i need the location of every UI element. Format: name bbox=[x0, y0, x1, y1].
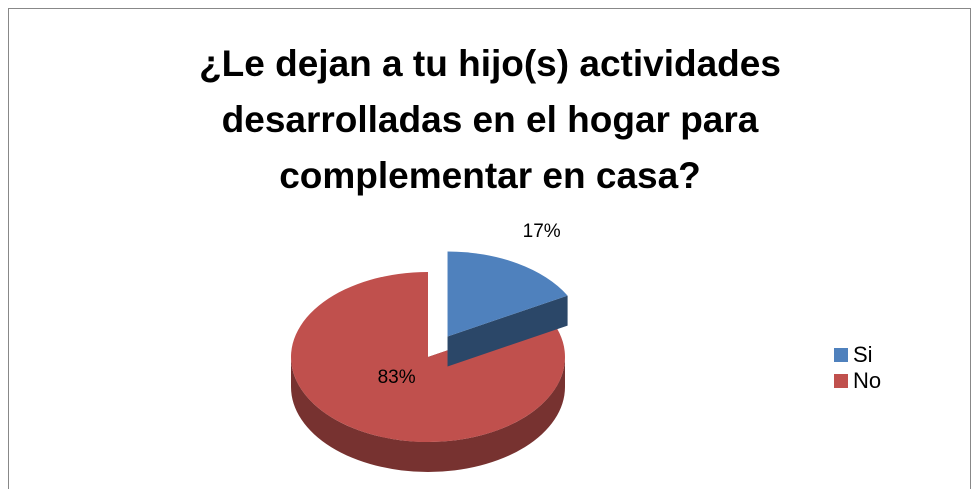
slice-top bbox=[447, 251, 568, 337]
slice-side bbox=[291, 357, 565, 472]
slice-side bbox=[447, 295, 568, 367]
data-label: 17% bbox=[523, 221, 561, 242]
legend-label: Si bbox=[853, 342, 873, 367]
chart-border bbox=[8, 8, 971, 489]
chart-title: ¿Le dejan a tu hijo(s) actividades desar… bbox=[199, 43, 781, 196]
data-label: 83% bbox=[378, 367, 416, 388]
slice-top bbox=[291, 272, 565, 442]
pie-slice bbox=[447, 251, 568, 367]
legend-swatch bbox=[834, 374, 848, 388]
legend-label: No bbox=[853, 368, 881, 393]
legend-swatch bbox=[834, 348, 848, 362]
